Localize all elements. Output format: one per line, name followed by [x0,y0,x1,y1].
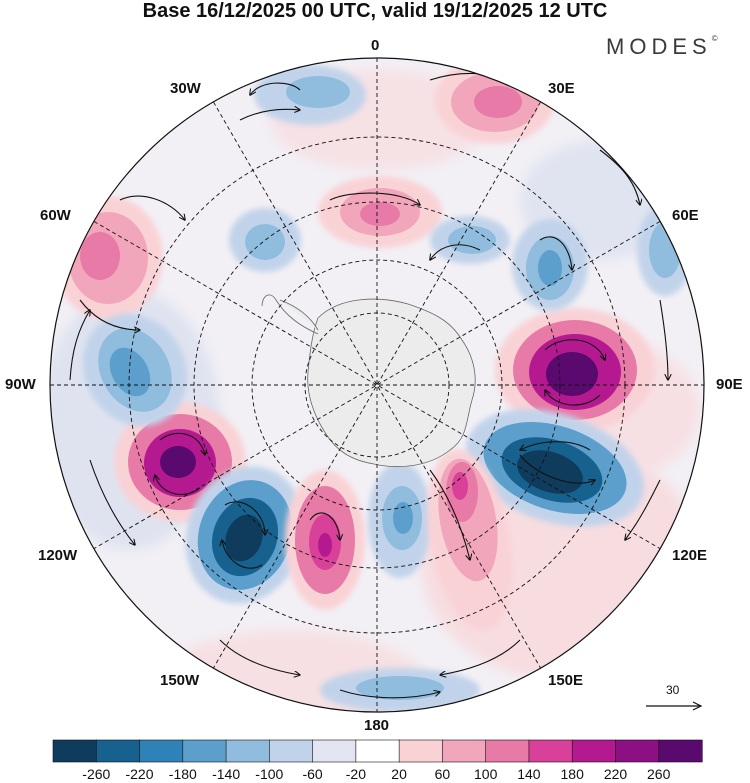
lon-label-150e: 150E [548,672,584,689]
colorbar-tick-label: 180 [560,766,584,782]
lon-label-150w: 150W [160,672,200,689]
colorbar-swatch [528,739,573,763]
colorbar-swatch [225,739,270,763]
colorbar-swatch [615,739,660,763]
colorbar-tick-label: -20 [345,766,367,782]
colorbar-swatch [182,739,227,763]
brand-text: MODES [606,34,712,59]
reference-vector-arrow [646,701,703,711]
colorbar-swatch [95,739,141,763]
lon-label-90e: 90E [716,376,743,393]
colorbar-swatch [398,739,444,763]
chart-title: Base 16/12/2025 00 UTC, valid 19/12/2025… [142,0,608,22]
colorbar-tick-label: 260 [647,766,671,782]
colorbar-swatch [442,739,487,763]
brand-mark: © [711,34,718,43]
lon-label-30e: 30E [548,80,575,97]
brand-logo: MODES© [606,34,718,60]
lon-label-0: 0 [371,37,380,54]
colorbar-tick-label: 20 [391,766,407,782]
colorbar-swatch [485,739,530,763]
colorbar-tick-label: -100 [255,766,284,782]
colorbar-tick-label: -220 [125,766,154,782]
colorbar-tick-label: -260 [82,766,111,782]
meridians [50,58,704,712]
lon-label-30w: 30W [170,80,201,97]
colorbar-tick-label: 60 [434,766,451,782]
reference-vector-label: 30 [666,683,680,697]
lon-label-60w: 60W [40,207,71,224]
colorbar-tick-label: -60 [302,766,323,782]
wind-vectors [69,72,668,699]
colorbar-tick-label: 140 [517,766,541,782]
colorbar-swatch [269,739,314,763]
lon-label-90w: 90W [5,376,36,393]
colorbar-tick-label: -140 [212,766,241,782]
colorbar-tick-label: 100 [474,766,498,782]
colorbar-swatch [355,739,400,763]
lon-label-120e: 120E [672,547,708,564]
colorbar [52,739,703,763]
colorbar-swatch [312,739,357,763]
colorbar-tick-label: 220 [603,766,628,782]
lon-label-60e: 60E [672,207,699,224]
antarctica-continent [307,298,476,468]
anomaly-field [50,58,704,712]
colorbar-swatch [658,739,703,763]
lon-label-120w: 120W [38,547,78,564]
colorbar-swatch [571,739,617,763]
lon-label-180: 180 [364,717,390,734]
colorbar-tick-label: -180 [168,766,197,782]
colorbar-labels: -260 -220 -180 -140 -100 -60 -20 20 60 100 140 180 2… [0,766,750,783]
colorbar-swatch [139,739,184,763]
map-border [49,57,705,713]
colorbar-swatch [52,739,97,763]
